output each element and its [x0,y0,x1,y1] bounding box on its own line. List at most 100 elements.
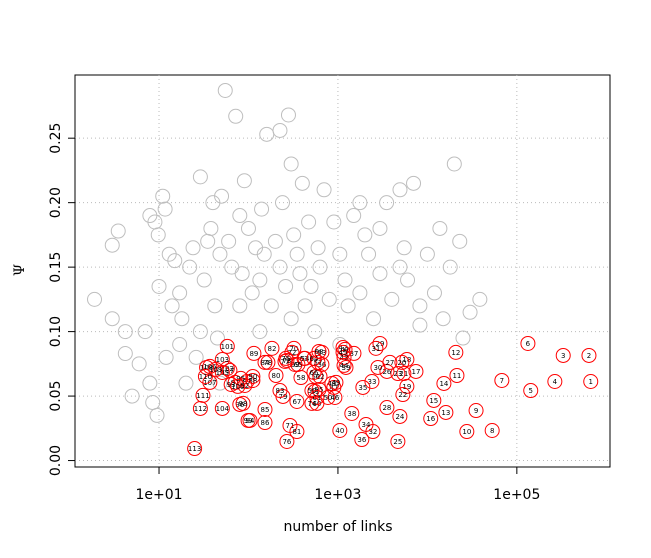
point-label: 76 [282,438,291,446]
point-label: 101 [221,343,234,351]
y-tick-label: 0.05 [48,380,64,411]
point [257,354,273,370]
point-label: 106 [203,363,217,371]
point-label: 70 [289,345,298,353]
point [214,400,230,416]
point [272,122,288,138]
point-label: 113 [188,445,201,453]
point [337,341,353,357]
point [455,330,471,346]
point [332,423,348,439]
point [145,395,161,411]
point [124,388,140,404]
point-label: 63 [299,355,308,363]
point [384,291,400,307]
point-label: 4 [553,378,558,386]
point [452,233,468,249]
point [370,359,386,375]
point [520,335,536,351]
point-label: 49 [331,379,340,387]
point [432,220,448,236]
point-label: 21 [399,370,408,378]
point [203,220,219,236]
point-label: 41 [341,346,350,354]
point [379,363,395,379]
point [232,208,248,224]
point [172,337,188,352]
point-label: 86 [261,419,270,427]
point [395,387,411,403]
y-tick-label: 0.00 [48,445,64,476]
x-tick-label: 1e+05 [493,487,540,503]
point-label: 37 [349,350,358,358]
point [286,227,302,243]
point [449,367,465,383]
point-label: 109 [209,366,222,374]
point-label: 59 [307,387,316,395]
point-label: 51 [310,388,319,396]
point [446,156,462,172]
point [254,201,270,217]
point-label: 67 [292,398,301,406]
point [214,188,230,204]
point-label: 98 [239,400,248,408]
point [257,415,273,431]
point-label: 84 [261,359,270,367]
point [448,344,464,360]
point [149,407,165,423]
point [172,285,188,301]
point [221,233,237,249]
point-label: 58 [296,374,305,382]
point [182,259,198,275]
point-label: 42 [339,344,348,352]
point [272,383,288,399]
point [419,246,435,262]
point [361,246,377,262]
point-label: 85 [261,406,270,414]
point [264,340,280,356]
point [357,227,373,243]
point [328,374,344,390]
point-label: 108 [200,364,213,372]
point [161,246,177,262]
point-label: 34 [362,421,371,429]
y-axis-label: Ψ [12,264,28,276]
point [352,195,368,211]
point [412,298,428,314]
point [358,416,374,432]
point [337,272,353,288]
point [188,349,204,365]
point-label: 73 [282,357,291,365]
point-label: 33 [367,378,376,386]
point [304,395,320,411]
point [306,364,322,380]
point [372,266,388,282]
point [263,298,279,314]
point [142,375,158,391]
point [257,401,273,417]
point [390,433,406,449]
point-label: 57 [313,359,322,367]
point [174,311,190,327]
point [187,441,203,457]
point [164,298,180,314]
point [338,359,354,375]
point [277,353,293,369]
point-label: 88 [248,377,257,385]
point [442,259,458,275]
point [346,208,362,224]
point [272,259,288,275]
point [435,311,451,327]
point [406,175,422,191]
point-label: 39 [342,364,351,372]
point [151,278,167,294]
point [137,324,153,340]
point-label: 10 [462,428,471,436]
point [583,374,599,390]
point-label: 60 [312,400,321,408]
point-label: 71 [286,422,295,430]
point-label: 1 [589,378,593,386]
point [219,338,235,354]
point [292,266,308,282]
